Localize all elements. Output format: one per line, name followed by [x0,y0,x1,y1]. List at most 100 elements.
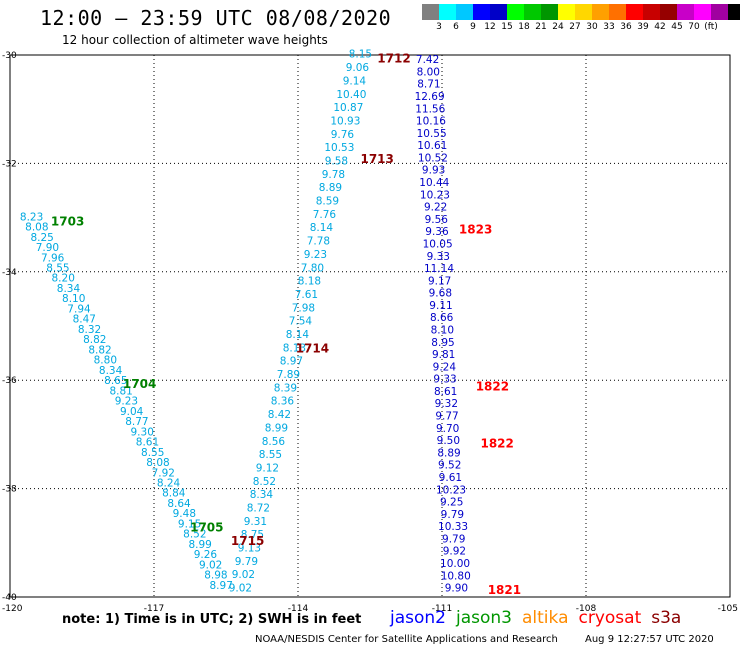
wave-height-value: 10.53 [324,142,354,154]
color-swatch [490,4,507,20]
color-scale-label: 9 [470,22,476,32]
wave-height-value: 7.80 [301,262,324,274]
wave-height-value: 7.61 [295,289,318,301]
wave-height-value: 8.82 [88,344,111,356]
wave-height-value: 10.05 [423,238,453,250]
wave-height-value: 9.78 [322,169,345,181]
wave-height-value: 8.59 [316,196,339,208]
wave-height-value: 8.56 [262,436,286,448]
wave-height-value: 9.79 [441,509,464,521]
wave-height-value: 11.56 [415,103,445,115]
wave-height-value: 9.24 [433,361,457,373]
wave-height-value: 8.47 [73,314,96,326]
wave-height-value: 8.14 [286,329,310,341]
satellite-legend-cryosat: cryosat [578,608,642,628]
wave-height-value: 7.42 [416,54,439,66]
wave-height-value: 8.82 [83,334,106,346]
wave-height-value: 10.16 [416,116,446,128]
color-swatch [439,4,456,20]
color-scale-label: 24 [552,22,564,32]
y-tick-label: -38 [2,485,17,495]
wave-height-value: 9.92 [443,546,466,558]
wave-height-value: 8.77 [125,416,148,428]
wave-height-value: 8.61 [434,386,457,398]
wave-height-value: 9.22 [424,202,447,214]
wave-height-value: 7.90 [36,242,59,254]
wave-height-value: 7.92 [152,467,175,479]
wave-height-value: 10.55 [417,128,447,140]
color-scale-label: 30 [586,22,598,32]
wave-height-value: 8.13 [283,342,306,354]
wave-height-value: 10.80 [441,570,471,582]
y-tick-label: -30 [2,51,17,61]
color-swatch [728,4,740,20]
wave-height-value: 9.17 [428,275,451,287]
pass-time-label: 1822 [480,437,513,451]
wave-height-value: 7.98 [292,302,315,314]
wave-height-value: 8.39 [274,382,297,394]
wave-height-value: 9.02 [232,569,255,581]
color-swatch [643,4,660,20]
wave-height-value: 8.61 [136,437,159,449]
satellite-legend-jason2: jason2 [390,608,446,628]
wave-height-value: 8.75 [241,529,264,541]
wave-height-value: 10.44 [419,177,449,189]
wave-height-value: 9.48 [173,508,196,520]
wave-height-value: 9.79 [442,533,465,545]
color-scale-label: 27 [569,22,581,32]
satellite-legend-s3a: s3a [651,608,682,628]
wave-height-value: 12.69 [415,91,445,103]
wave-height-value: 8.72 [247,502,270,514]
x-tick-label: -111 [432,604,452,614]
color-swatch [694,4,711,20]
wave-height-value: 8.34 [99,365,123,377]
wave-height-value: 8.32 [78,324,101,336]
wave-height-value: 8.97 [210,580,233,592]
footnote: note: 1) Time is in UTC; 2) SWH is in fe… [62,612,362,627]
wave-height-value: 8.64 [167,498,191,510]
color-swatch [592,4,609,20]
wave-height-value: 9.79 [235,556,258,568]
wave-height-value: 9.76 [331,129,355,141]
wave-height-value: 9.14 [343,75,367,87]
wave-height-value: 8.23 [20,211,43,223]
wave-height-value: 10.23 [420,189,450,201]
color-swatch [456,4,473,20]
color-scale-label: 15 [501,22,513,32]
wave-height-value: 10.87 [333,102,363,114]
wave-height-value: 8.10 [62,293,85,305]
color-scale-label: 70 [688,22,700,32]
wave-height-value: 8.65 [104,375,127,387]
color-scale-label: 6 [453,22,459,32]
wave-height-value: 9.23 [304,249,327,261]
wave-height-value: 8.34 [250,489,274,501]
chart-subtitle: 12 hour collection of altimeter wave hei… [62,33,328,47]
wave-height-value: 9.77 [435,411,458,423]
wave-height-value: 9.68 [429,288,452,300]
color-swatch [422,4,439,20]
y-tick-label: -34 [2,268,17,278]
wave-height-value: 9.04 [120,406,144,418]
wave-height-value: 10.23 [436,484,466,496]
wave-height-value: 8.99 [265,422,288,434]
wave-height-value: 8.52 [253,476,276,488]
wave-height-value: 8.20 [52,273,75,285]
wave-height-value: 9.70 [436,423,459,435]
color-swatch [558,4,575,20]
color-scale-label: (ft) [704,22,718,32]
wave-height-value: 10.40 [336,89,366,101]
wave-height-value: 8.95 [431,337,454,349]
wave-height-value: 9.50 [437,435,460,447]
x-tick-label: -120 [2,604,23,614]
wave-height-value: 8.24 [157,477,181,489]
wave-height-value: 9.23 [115,396,138,408]
color-swatch [575,4,592,20]
color-scale-labels: 3 6 9 12 15 18 21 24 27 30 33 36 39 42 45 70 (ft) [422,22,740,34]
pass-time-label: 1712 [377,52,410,66]
color-scale-label: 12 [484,22,496,32]
wave-height-value: 8.42 [268,409,291,421]
plot-frame [9,54,731,598]
color-swatch [626,4,643,20]
y-tick-label: -40 [2,593,17,603]
